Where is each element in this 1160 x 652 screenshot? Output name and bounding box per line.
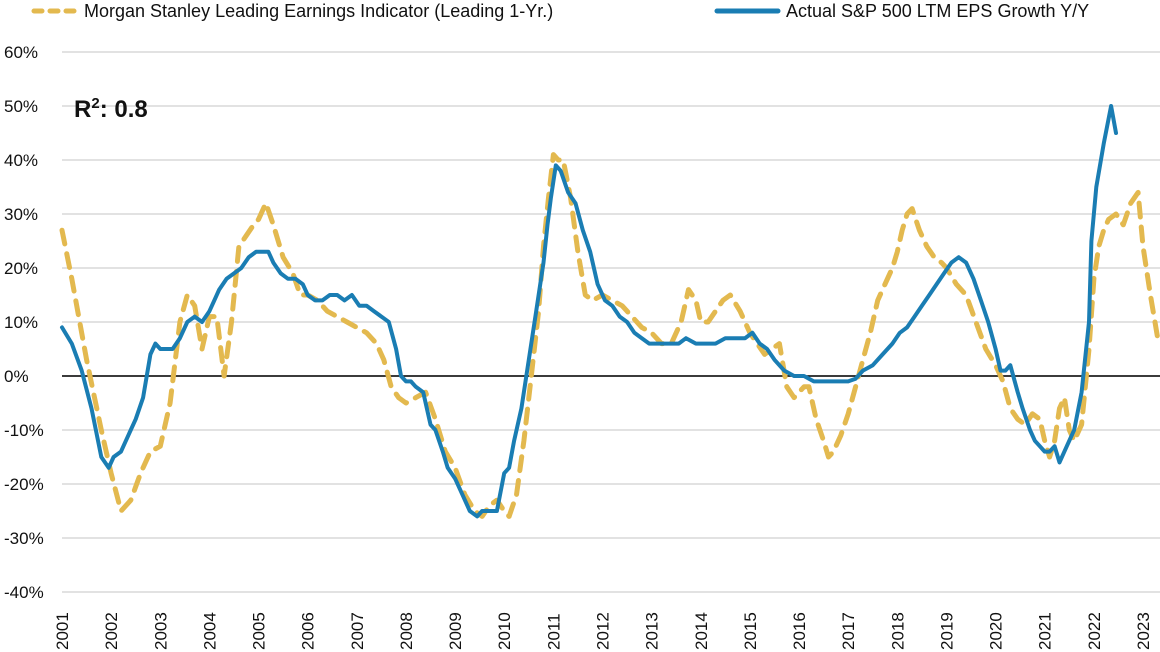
y-tick-label: 50% (4, 97, 38, 116)
x-tick-label: 2008 (397, 612, 416, 650)
x-tick-label: 2011 (544, 613, 563, 650)
y-tick-label: 30% (4, 205, 38, 224)
r-squared-annotation: R2: 0.8 (74, 95, 148, 123)
series-line-actual-eps (60, 104, 1118, 519)
y-tick-label: 40% (4, 151, 38, 170)
x-tick-label: 2014 (692, 612, 711, 650)
y-tick-label: -10% (4, 421, 44, 440)
x-tick-label: 2006 (299, 612, 318, 650)
x-tick-label: 2022 (1085, 612, 1104, 650)
legend-item-leading-indicator[interactable]: Morgan Stanley Leading Earnings Indicato… (31, 1, 553, 21)
y-tick-label: 20% (4, 259, 38, 278)
y-tick-label: 0% (4, 367, 29, 386)
x-tick-label: 2004 (200, 612, 219, 650)
x-tick-label: 2002 (102, 612, 121, 650)
x-tick-label: 2015 (741, 612, 760, 650)
legend: Morgan Stanley Leading Earnings Indicato… (31, 1, 1089, 21)
x-tick-label: 2020 (987, 612, 1006, 650)
y-tick-label: 10% (4, 313, 38, 332)
x-tick-label: 2018 (888, 612, 907, 650)
x-tick-label: 2017 (839, 612, 858, 650)
series-line-leading-indicator (59, 152, 1160, 519)
x-tick-label: 2016 (790, 612, 809, 650)
y-tick-label: -20% (4, 475, 44, 494)
x-tick-label: 2005 (250, 612, 269, 650)
x-axis-ticks: 2001 2002 2003 2004 2005 2006 2007 2008 2009 2010… (53, 612, 1153, 650)
x-tick-label: 2021 (1036, 612, 1055, 650)
y-tick-label: 60% (4, 43, 38, 62)
y-tick-label: -30% (4, 529, 44, 548)
x-tick-label: 2001 (53, 612, 72, 650)
y-tick-label: -40% (4, 583, 44, 602)
x-tick-label: 2013 (643, 612, 662, 650)
gridlines (62, 51, 1160, 593)
x-tick-label: 2007 (348, 612, 367, 650)
x-tick-label: 2023 (1134, 612, 1153, 650)
y-axis-ticks: 60% 50% 40% 30% 20% 10% 0% -10% -20% -30% -40% (4, 43, 44, 602)
x-tick-label: 2012 (594, 612, 613, 650)
legend-label: Actual S&P 500 LTM EPS Growth Y/Y (786, 1, 1089, 21)
x-tick-label: 2003 (151, 612, 170, 650)
x-tick-label: 2010 (495, 612, 514, 650)
x-tick-label: 2019 (937, 612, 956, 650)
legend-label: Morgan Stanley Leading Earnings Indicato… (84, 1, 553, 21)
legend-item-actual-eps[interactable]: Actual S&P 500 LTM EPS Growth Y/Y (714, 1, 1089, 21)
x-tick-label: 2009 (446, 612, 465, 650)
series-layer (59, 104, 1160, 519)
